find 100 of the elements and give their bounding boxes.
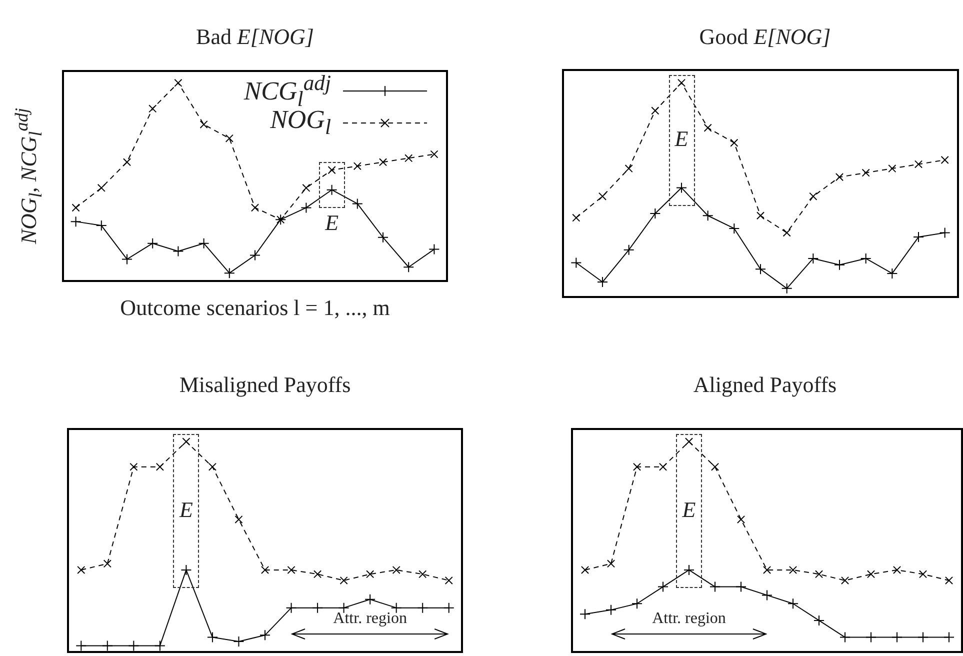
point <box>312 602 324 614</box>
point <box>390 602 402 614</box>
point <box>102 640 113 652</box>
point <box>366 570 374 578</box>
point <box>443 602 454 614</box>
point <box>710 462 720 471</box>
point <box>570 257 582 268</box>
annotation: Attr. region <box>333 610 407 628</box>
point <box>352 198 363 210</box>
point <box>914 160 923 168</box>
point <box>430 150 438 158</box>
point <box>260 566 270 574</box>
point <box>736 515 746 524</box>
point <box>704 124 712 132</box>
point <box>840 576 850 585</box>
point <box>710 581 720 592</box>
point <box>913 232 924 243</box>
point <box>328 166 336 174</box>
point <box>200 120 208 129</box>
point <box>888 164 896 173</box>
point <box>148 104 157 113</box>
point <box>174 78 182 87</box>
point <box>72 204 80 212</box>
point <box>156 462 164 471</box>
point <box>606 560 616 568</box>
point <box>77 566 86 574</box>
point <box>300 202 312 214</box>
point <box>651 106 660 115</box>
point <box>572 214 580 222</box>
point <box>417 602 428 614</box>
point <box>866 570 876 578</box>
point <box>392 566 400 574</box>
point <box>606 604 616 616</box>
chart-title: Good E[NOG] <box>699 24 831 50</box>
point <box>788 566 798 574</box>
point <box>206 632 218 643</box>
point <box>892 566 902 574</box>
point <box>302 184 310 192</box>
point <box>428 244 440 255</box>
point <box>128 640 140 652</box>
point <box>918 632 928 643</box>
point <box>340 576 348 585</box>
point <box>224 268 235 279</box>
point <box>834 259 845 270</box>
point <box>364 594 376 605</box>
point <box>702 210 714 222</box>
point <box>728 222 740 234</box>
point <box>444 576 453 585</box>
point <box>198 238 210 249</box>
point <box>154 640 166 652</box>
point <box>762 566 772 574</box>
point <box>225 134 234 142</box>
point <box>314 570 322 578</box>
point <box>287 566 296 574</box>
point <box>814 570 824 578</box>
point <box>122 254 132 265</box>
annotation: E <box>682 496 696 523</box>
point <box>658 581 668 592</box>
point <box>286 602 297 614</box>
point <box>182 438 190 446</box>
legend-label: NOG$_{l}$ <box>270 105 331 141</box>
point <box>684 438 694 446</box>
point <box>147 238 158 249</box>
point <box>736 581 746 592</box>
point <box>130 462 138 471</box>
annotation: Attr. region <box>652 610 726 628</box>
point <box>632 598 642 610</box>
point <box>338 602 350 614</box>
point <box>650 208 661 219</box>
point <box>233 636 244 647</box>
point <box>122 158 132 166</box>
point <box>632 462 642 471</box>
point <box>623 244 634 256</box>
point <box>96 220 107 232</box>
chart-title: Misaligned Payoffs <box>179 372 351 398</box>
x-axis-title: Outcome scenarios l = 1, ..., m <box>120 295 390 321</box>
point <box>809 192 818 200</box>
point <box>250 250 260 261</box>
point <box>762 590 772 601</box>
point <box>860 252 872 264</box>
point <box>866 632 876 643</box>
chart-title: Bad E[NOG] <box>196 24 314 50</box>
point <box>886 268 898 279</box>
point <box>730 138 738 147</box>
point <box>404 154 413 162</box>
point <box>892 632 902 643</box>
point <box>755 264 766 275</box>
point <box>76 640 87 652</box>
point <box>624 164 633 173</box>
point <box>684 564 694 576</box>
point <box>944 632 954 643</box>
point <box>378 158 388 166</box>
point <box>939 227 950 238</box>
point <box>756 212 765 220</box>
point <box>862 168 870 177</box>
point <box>598 192 607 200</box>
point <box>918 570 928 578</box>
point <box>676 182 687 194</box>
point <box>782 228 791 237</box>
point <box>814 614 824 626</box>
